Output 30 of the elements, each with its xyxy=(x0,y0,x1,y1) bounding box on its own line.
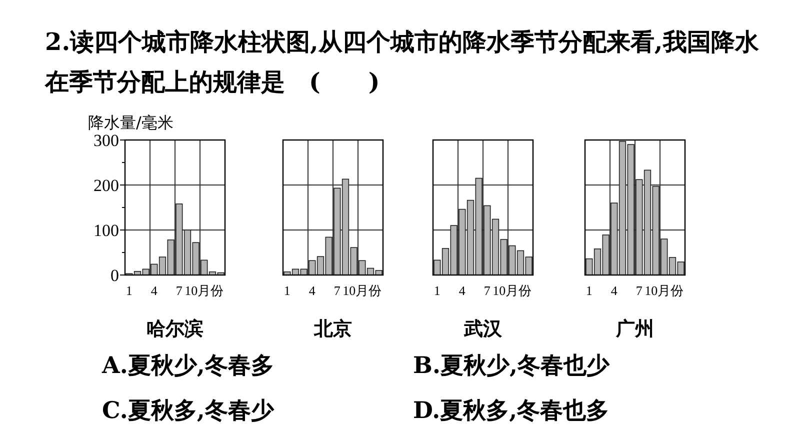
x-tick-label: 7 xyxy=(484,283,491,298)
text: C.夏秋多,冬春少 xyxy=(102,396,274,426)
x-tick-label: 4 xyxy=(150,283,158,298)
x-tick-label: 10月份 xyxy=(184,283,224,298)
y-axis-title: 降水量/毫米 xyxy=(88,113,174,132)
x-tick-label: 10月份 xyxy=(342,283,382,298)
x-tick-label: 10月份 xyxy=(492,283,532,298)
text: B.夏秋少,冬春也少 xyxy=(413,351,610,381)
x-tick-label: 4 xyxy=(308,283,316,298)
x-axis-title: 哈尔滨 xyxy=(146,318,204,340)
y-tick-label: 300 xyxy=(94,131,119,150)
x-axis-title: 广州 xyxy=(615,318,654,340)
text: D.夏秋多,冬春也多 xyxy=(413,396,610,426)
x-axis-title: 北京 xyxy=(313,318,352,340)
y-tick-label: 200 xyxy=(94,176,119,195)
x-tick-label: 7 xyxy=(636,283,643,298)
x-tick-label: 1 xyxy=(434,283,440,298)
x-tick-label: 1 xyxy=(284,283,290,298)
x-tick-label: 1 xyxy=(586,283,592,298)
text: 2.读四个城市降水柱状图,从四个城市的降水季节分配来看,我国降水在季节分配上的规律是 ( ) xyxy=(45,26,760,98)
y-tick-label: 0 xyxy=(110,266,119,285)
x-tick-label: 7 xyxy=(176,283,183,298)
x-tick-label: 4 xyxy=(610,283,618,298)
x-axis-title: 武汉 xyxy=(463,318,503,340)
x-tick-label: 1 xyxy=(126,283,132,298)
y-tick-label: 100 xyxy=(94,221,119,240)
x-tick-label: 10月份 xyxy=(644,283,684,298)
x-tick-label: 7 xyxy=(334,283,341,298)
text: A.夏秋少,冬春多 xyxy=(102,351,274,381)
x-tick-label: 4 xyxy=(458,283,466,298)
